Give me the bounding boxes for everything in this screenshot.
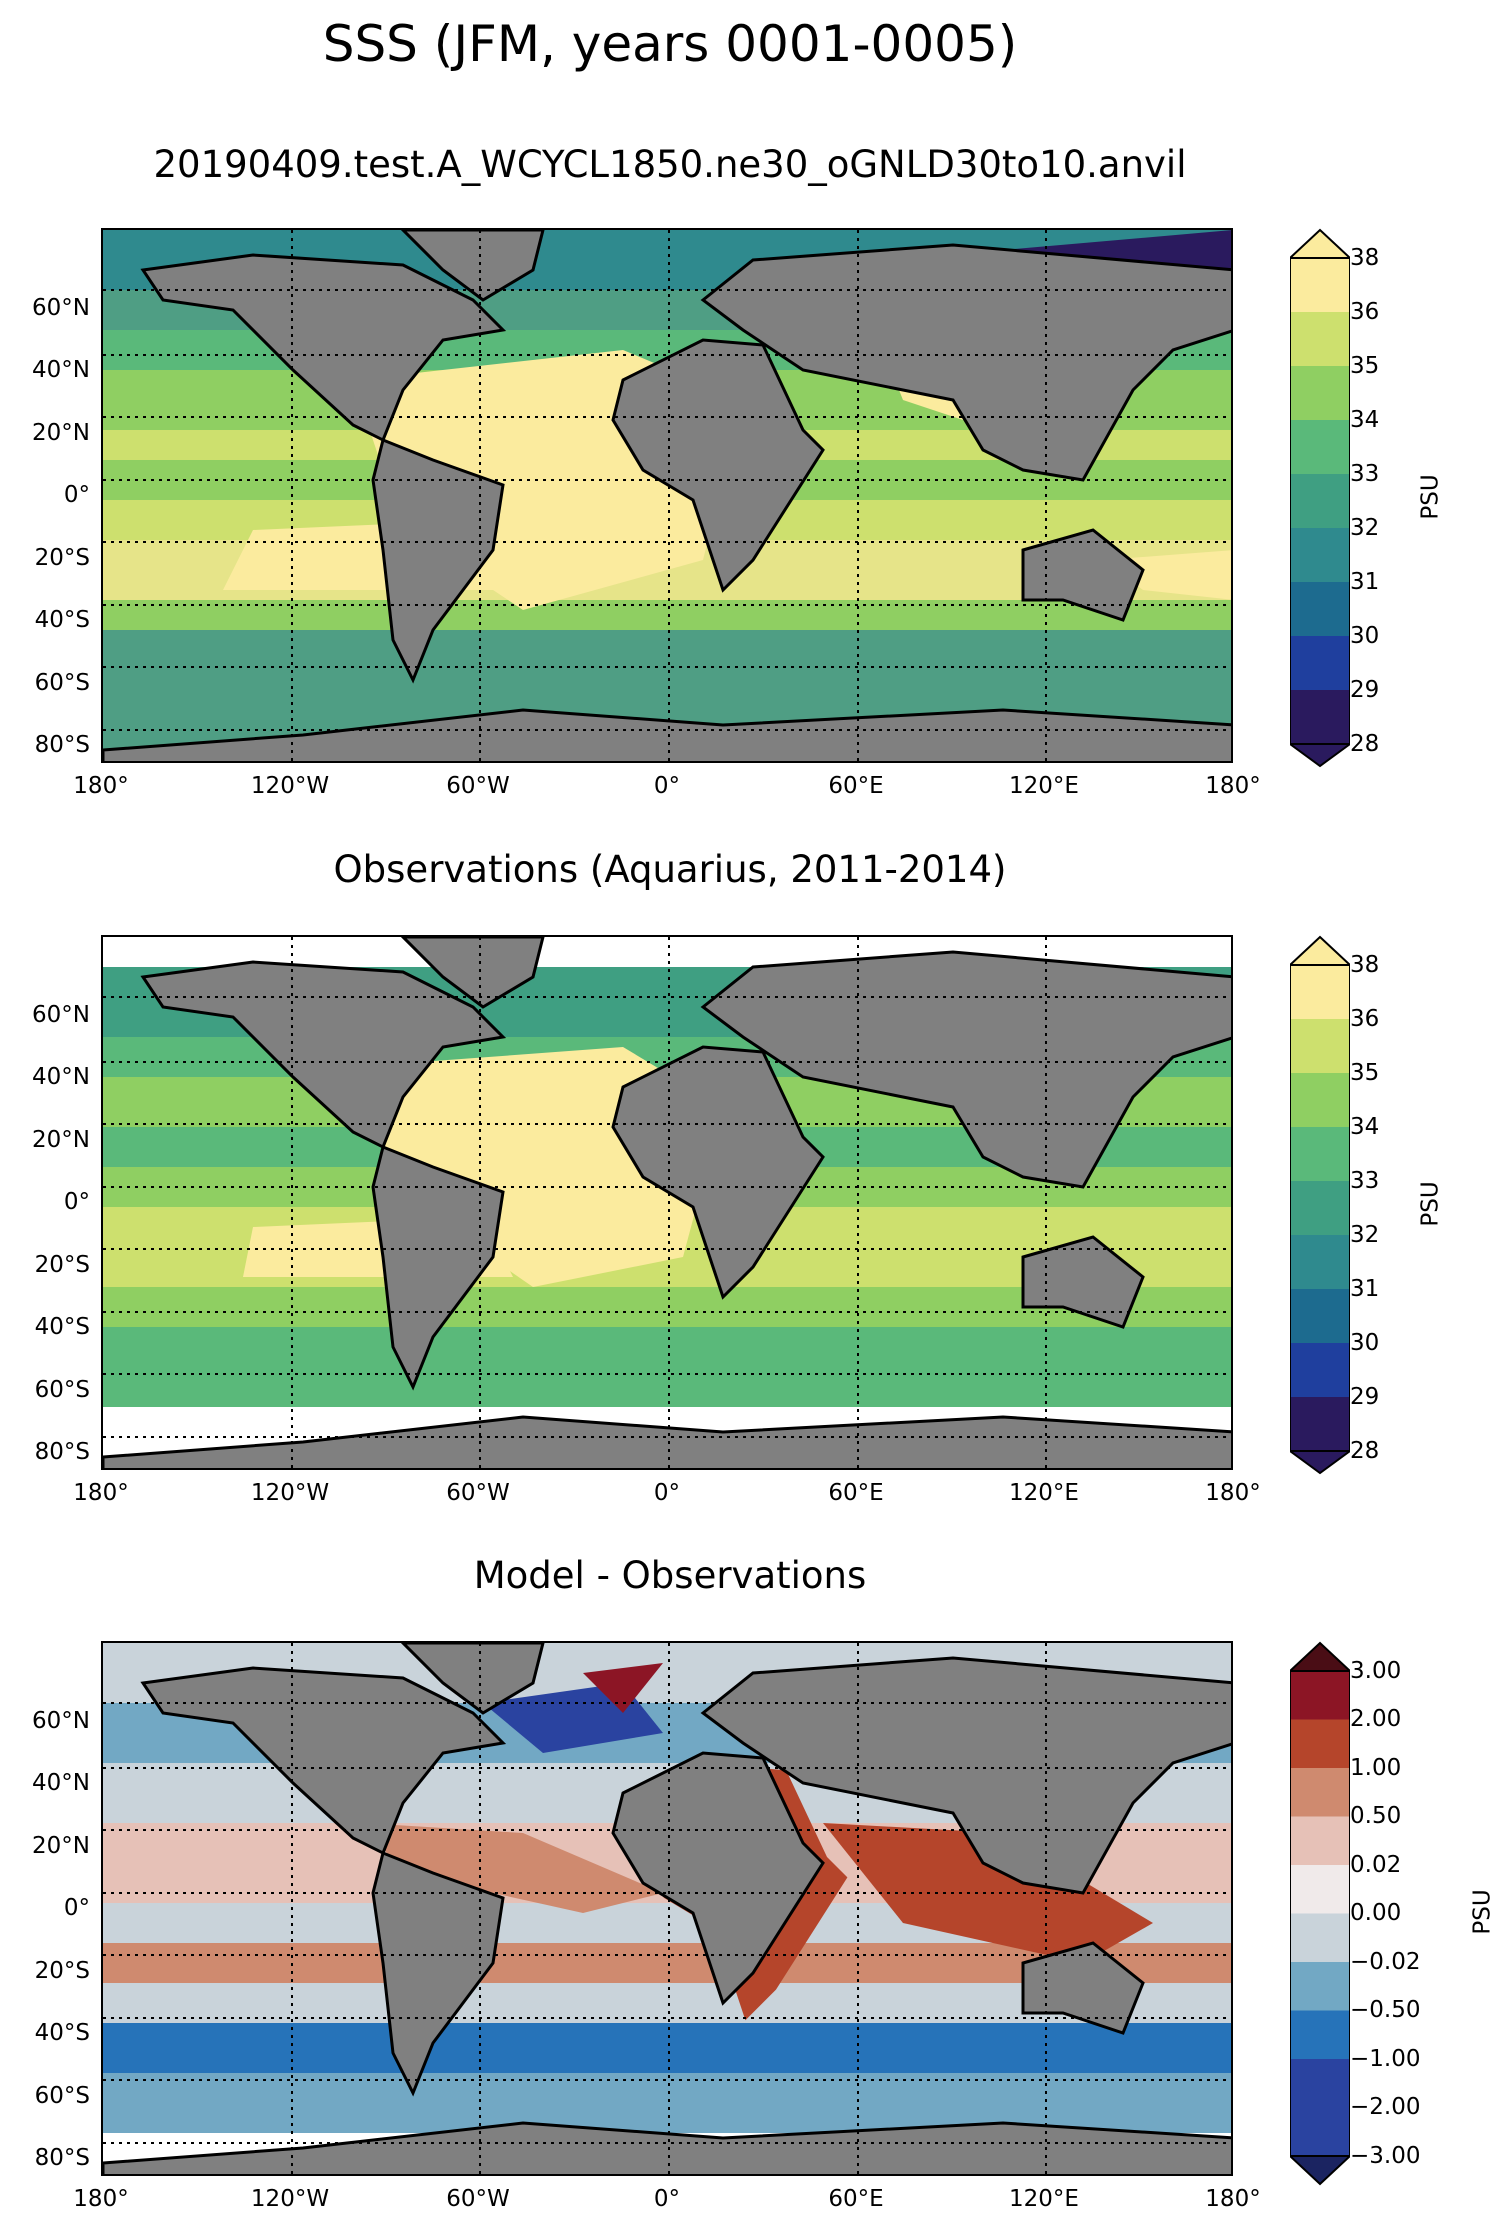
cb-tick: 29	[1350, 1384, 1380, 1410]
lat-label: 40°S	[34, 2020, 90, 2046]
cb-tick: −3.00	[1350, 2143, 1421, 2169]
cb-tick: 28	[1350, 731, 1380, 757]
lon-label: 0°	[653, 1480, 681, 1506]
lat-label: 60°S	[34, 2083, 90, 2109]
colorbar-label: PSU	[1417, 474, 1444, 520]
lon-label: 120°E	[1009, 773, 1079, 799]
difference-sss-map	[101, 1641, 1233, 2176]
cb-tick: 34	[1350, 1114, 1380, 1140]
cb-tick: 29	[1350, 677, 1380, 703]
cb-tick: 28	[1350, 1438, 1380, 1464]
lon-label: 120°W	[250, 2186, 330, 2212]
lat-label: 40°S	[34, 607, 90, 633]
lon-label: 120°W	[250, 773, 330, 799]
lat-label: 60°N	[32, 1002, 90, 1028]
lat-label: 20°N	[32, 1833, 90, 1859]
lat-label: 20°N	[32, 420, 90, 446]
cb-tick: 1.00	[1350, 1755, 1402, 1781]
cb-tick: −1.00	[1350, 2046, 1421, 2072]
lat-label: 40°N	[32, 1064, 90, 1090]
cb-tick: 31	[1350, 1276, 1380, 1302]
observed-sss-field	[103, 937, 1231, 1468]
lat-label: 20°S	[34, 1958, 90, 1984]
cb-tick: 33	[1350, 1168, 1380, 1194]
cb-tick: 31	[1350, 569, 1380, 595]
colorbar-model: 38 36 35 34 33 32 31 30 29 28 PSU	[1290, 228, 1490, 768]
model-sss-field	[103, 230, 1231, 761]
lon-label: 120°E	[1009, 1480, 1079, 1506]
lat-label: 40°N	[32, 1770, 90, 1796]
panel-1-title: 20190409.test.A_WCYCL1850.ne30_oGNLD30to…	[153, 143, 1187, 186]
land	[103, 230, 1231, 761]
lat-label: 20°S	[34, 545, 90, 571]
model-sss-map	[101, 228, 1233, 763]
cb-tick: 30	[1350, 623, 1380, 649]
lon-label: 180°	[1205, 2186, 1261, 2212]
cb-tick: 32	[1350, 1222, 1380, 1248]
cb-tick: −2.00	[1350, 2094, 1421, 2120]
lat-label: 40°N	[32, 357, 90, 383]
lon-label: 60°W	[446, 773, 510, 799]
colorbar-label: PSU	[1469, 1889, 1496, 1935]
panel-2-title: Observations (Aquarius, 2011-2014)	[333, 848, 1007, 891]
lat-label: 60°S	[34, 1377, 90, 1403]
colorbar-observations: 38 36 35 34 33 32 31 30 29 28 PSU	[1290, 935, 1490, 1475]
lon-label: 60°W	[446, 1480, 510, 1506]
cb-tick: 3.00	[1350, 1658, 1402, 1684]
cb-tick: 35	[1350, 353, 1380, 379]
cb-tick: 2.00	[1350, 1706, 1402, 1732]
cb-tick: 32	[1350, 515, 1380, 541]
lon-label: 60°E	[828, 1480, 884, 1506]
cb-tick: 0.50	[1350, 1803, 1402, 1829]
lon-label: 180°	[1205, 773, 1261, 799]
lon-label: 60°W	[446, 2186, 510, 2212]
lon-label: 180°	[1205, 1480, 1261, 1506]
lat-label: 20°S	[34, 1252, 90, 1278]
colorbar-label: PSU	[1417, 1181, 1444, 1227]
lat-label: 0°	[63, 1189, 90, 1215]
colorbar-difference: 3.00 2.00 1.00 0.50 0.02 0.00 −0.02 −0.5…	[1290, 1641, 1496, 2186]
cb-tick: −0.02	[1350, 1949, 1421, 1975]
lon-label: 120°W	[250, 1480, 330, 1506]
cb-tick: 38	[1350, 952, 1380, 978]
lat-label: 60°S	[34, 670, 90, 696]
observed-sss-map	[101, 935, 1233, 1470]
lat-label: 80°S	[34, 2145, 90, 2171]
cb-tick: 33	[1350, 461, 1380, 487]
difference-field	[103, 1643, 1231, 2174]
lon-label: 180°	[73, 2186, 129, 2212]
cb-tick: 0.00	[1350, 1900, 1402, 1926]
lon-label: 180°	[73, 1480, 129, 1506]
lat-label: 60°N	[32, 1708, 90, 1734]
lat-label: 0°	[63, 482, 90, 508]
cb-tick: 35	[1350, 1060, 1380, 1086]
lon-label: 60°E	[828, 773, 884, 799]
lon-label: 0°	[653, 2186, 681, 2212]
lon-label: 120°E	[1009, 2186, 1079, 2212]
lat-label: 20°N	[32, 1127, 90, 1153]
lon-label: 180°	[73, 773, 129, 799]
cb-tick: 36	[1350, 299, 1380, 325]
cb-tick: 30	[1350, 1330, 1380, 1356]
lat-label: 80°S	[34, 1439, 90, 1465]
cb-tick: 0.02	[1350, 1852, 1402, 1878]
lat-label: 80°S	[34, 732, 90, 758]
figure-title: SSS (JFM, years 0001-0005)	[322, 15, 1018, 73]
lon-label: 0°	[653, 773, 681, 799]
cb-tick: 38	[1350, 245, 1380, 271]
cb-tick: 34	[1350, 407, 1380, 433]
lat-label: 60°N	[32, 295, 90, 321]
panel-3-title: Model - Observations	[473, 1554, 867, 1597]
cb-tick: −0.50	[1350, 1997, 1421, 2023]
lon-label: 60°E	[828, 2186, 884, 2212]
cb-tick: 36	[1350, 1006, 1380, 1032]
lat-label: 40°S	[34, 1314, 90, 1340]
lat-label: 0°	[63, 1895, 90, 1921]
